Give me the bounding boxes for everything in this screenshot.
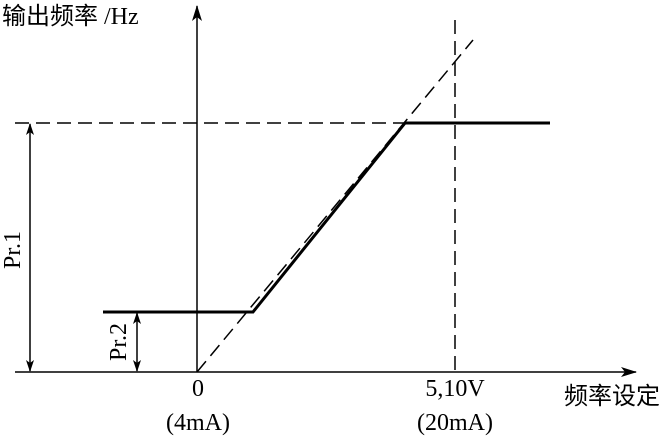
x-axis-label: 频率设定	[564, 383, 660, 410]
y-axis-label: 输出频率 /Hz	[2, 3, 139, 30]
tick-sublabel: (20mA)	[417, 410, 493, 436]
tick-label: 5,10V	[425, 376, 485, 402]
pr2-label: Pr.2	[106, 323, 132, 361]
pr1-label: Pr.1	[0, 231, 26, 269]
tick-sublabel: (4mA)	[166, 410, 230, 436]
tick-label: 0	[192, 376, 204, 402]
characteristic	[103, 121, 550, 314]
ideal-line	[196, 39, 474, 373]
